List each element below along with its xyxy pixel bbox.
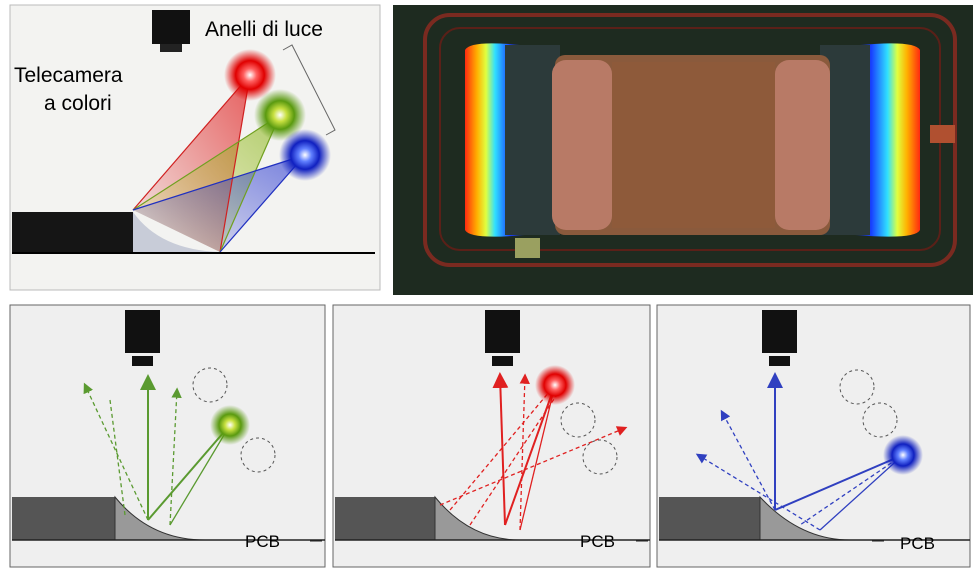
figure: Anelli di luce Telecamera a colori <box>0 0 973 568</box>
shape-rect <box>132 356 153 366</box>
top-left-panel: Anelli di luce Telecamera a colori <box>10 5 380 290</box>
shape-rect <box>659 497 760 540</box>
shape-circle <box>535 365 575 405</box>
shape-rect <box>762 310 797 353</box>
page: Anelli di luce Telecamera a colori <box>0 0 973 568</box>
shape-rect <box>492 356 513 366</box>
camera-label: a colori <box>44 92 112 115</box>
shape-circle <box>883 435 923 475</box>
shape-rect <box>485 310 520 353</box>
shape-rect <box>930 125 955 143</box>
shape-rect <box>125 310 160 353</box>
shape-rect <box>160 44 182 52</box>
panel-blue: PCB <box>657 305 970 567</box>
pcb-label: PCB <box>580 532 615 551</box>
panel-green: PCB <box>10 305 325 567</box>
shape-rect <box>612 62 775 228</box>
rings-label: Anelli di luce <box>205 18 323 41</box>
camera-label: Telecamera <box>14 64 123 87</box>
shape-rect <box>12 497 115 540</box>
shape-rect <box>335 497 435 540</box>
component-photo <box>393 5 973 295</box>
pcb-label: PCB <box>900 534 935 553</box>
pcb-label: PCB <box>245 532 280 551</box>
shape-rect <box>769 356 790 366</box>
shape-rect <box>12 212 133 252</box>
shape-rect <box>775 60 830 230</box>
shape-rect <box>505 45 560 235</box>
panel-red: PCB <box>333 305 650 567</box>
shape-rect <box>152 10 190 44</box>
shape-circle <box>279 129 331 181</box>
shape-circle <box>210 405 250 445</box>
shape-rect <box>515 238 540 258</box>
shape-rect <box>552 60 612 230</box>
